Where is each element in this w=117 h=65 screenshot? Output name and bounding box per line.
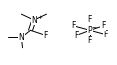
Text: −: − [92,25,97,30]
Text: F: F [104,30,108,39]
Text: F: F [88,15,92,24]
Text: F: F [72,21,76,30]
Text: F: F [75,31,79,40]
Text: F: F [43,31,48,40]
Text: F: F [88,36,92,45]
Text: +: + [37,15,42,20]
Text: F: F [101,21,105,30]
Text: N: N [31,16,37,25]
Text: P: P [88,26,92,35]
Text: N: N [18,33,24,42]
